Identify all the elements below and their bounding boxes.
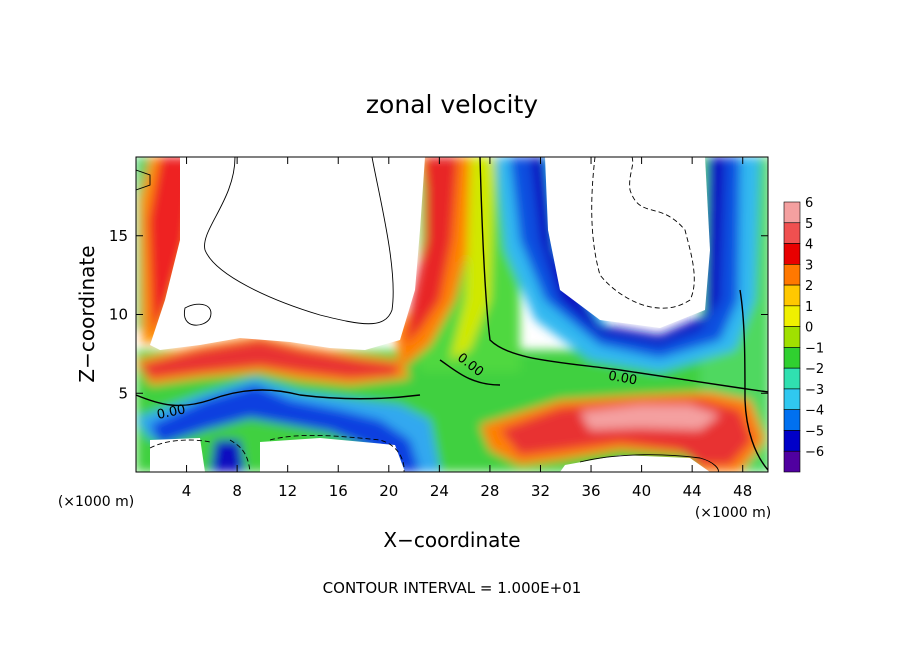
- x-axis-label: X−coordinate: [383, 528, 520, 552]
- colorbar-swatch: [783, 450, 801, 473]
- colorbar-tick-label: 0: [805, 321, 813, 336]
- y-axis: 5 10 15: [109, 227, 768, 402]
- x-tick-label: 24: [430, 482, 449, 500]
- y-tick-label: 5: [118, 384, 128, 402]
- y-axis-label: Z−coordinate: [75, 245, 99, 382]
- contour-lines: [136, 157, 768, 472]
- x-tick-label: 8: [232, 482, 242, 500]
- colorbar-swatch: [783, 367, 801, 390]
- x-tick-label: 32: [531, 482, 550, 500]
- chart-title: zonal velocity: [366, 90, 538, 119]
- x-tick-label: 44: [683, 482, 702, 500]
- colorbar-swatch: [783, 201, 801, 224]
- colorbar-tick-label: −6: [805, 445, 824, 460]
- x-unit-left: (×1000 m): [58, 494, 134, 510]
- colorbar-swatch: [783, 305, 801, 327]
- x-tick-label: 20: [379, 482, 398, 500]
- x-tick-label: 40: [632, 482, 651, 500]
- colorbar-tick-label: 5: [805, 217, 813, 232]
- colorbar-tick-label: 4: [805, 238, 813, 253]
- colorbar-tick-label: −2: [805, 362, 824, 377]
- colorbar-swatch: [783, 264, 801, 286]
- colorbar-tick-label: −5: [805, 424, 824, 439]
- colorbar-tick-label: 1: [805, 300, 813, 315]
- colorbar-tick-label: −4: [805, 404, 824, 419]
- out-of-range-regions: [150, 157, 710, 472]
- colorbar-swatch: [783, 243, 801, 265]
- contour-interval-note: CONTOUR INTERVAL = 1.000E+01: [323, 579, 582, 597]
- x-axis: 4 8 12 16 20 24 28 32 36 40 44 48: [182, 157, 752, 500]
- colorbar-swatch: [783, 430, 801, 452]
- colorbar-swatch: [783, 284, 801, 307]
- x-tick-label: 4: [182, 482, 192, 500]
- x-tick-label: 28: [480, 482, 499, 500]
- colorbar-swatch: [783, 347, 801, 369]
- x-unit-right: (×1000 m): [695, 505, 771, 521]
- contour-label-left: 0.00: [156, 402, 187, 423]
- colorbar-tick-label: 3: [805, 258, 813, 273]
- x-tick-label: 12: [278, 482, 297, 500]
- contour-label-right: 0.00: [607, 369, 638, 389]
- x-tick-label: 48: [733, 482, 752, 500]
- colorbar: 6 5 4 3 2 1 0 −1 −2 −3 −4 −5 −6: [783, 196, 824, 473]
- x-tick-label: 16: [329, 482, 348, 500]
- colorbar-swatch: [783, 222, 801, 244]
- colorbar-tick-label: −3: [805, 383, 824, 398]
- y-tick-label: 15: [109, 227, 128, 245]
- x-tick-label: 36: [581, 482, 600, 500]
- colorbar-swatch: [783, 326, 801, 348]
- colorbar-tick-label: −1: [805, 341, 824, 356]
- colorbar-tick-label: 6: [805, 196, 813, 211]
- colorbar-swatch: [783, 388, 801, 410]
- colorbar-swatch: [783, 409, 801, 431]
- velocity-field: 0.00 0.00 0.00: [136, 157, 768, 472]
- y-tick-label: 10: [109, 306, 128, 324]
- colorbar-tick-label: 2: [805, 279, 813, 294]
